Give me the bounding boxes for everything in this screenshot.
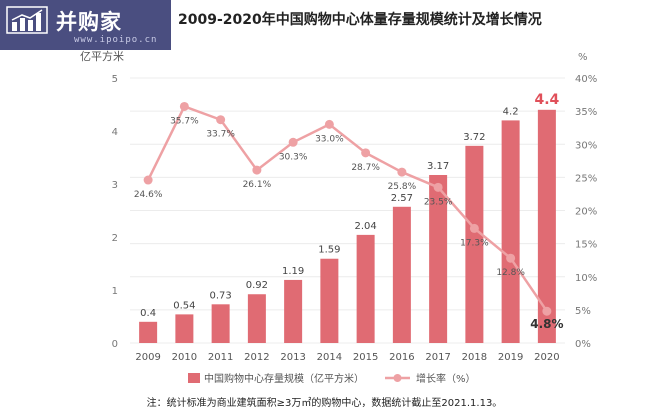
growth-rate-line bbox=[147, 104, 548, 312]
y2-axis-tick-label: 40% bbox=[575, 74, 597, 85]
bar bbox=[537, 109, 556, 343]
growth-rate-point bbox=[288, 137, 298, 147]
line-data-label: 24.6% bbox=[134, 190, 163, 200]
x-axis-tick-label: 2011 bbox=[208, 352, 233, 363]
bar bbox=[211, 304, 230, 343]
growth-rate-point bbox=[324, 119, 334, 129]
y2-axis-tick-label: 20% bbox=[575, 207, 597, 218]
x-axis-tick-label: 2016 bbox=[389, 352, 414, 363]
bar-data-label: 3.17 bbox=[427, 161, 449, 172]
bar bbox=[465, 145, 484, 343]
growth-rate-point bbox=[542, 306, 552, 316]
growth-rate-point bbox=[469, 223, 479, 233]
y2-axis-tick-label: 10% bbox=[575, 273, 597, 284]
bar bbox=[429, 174, 448, 343]
x-axis-tick-label: 2015 bbox=[353, 352, 378, 363]
growth-rate-point bbox=[252, 165, 262, 175]
growth-rate-point bbox=[433, 182, 443, 192]
x-axis-tick-label: 2014 bbox=[317, 352, 342, 363]
growth-rate-point bbox=[506, 253, 516, 263]
bar bbox=[139, 321, 158, 343]
y-axis-tick-label: 1 bbox=[112, 286, 118, 297]
x-axis-tick-label: 2019 bbox=[498, 352, 523, 363]
y-axis-tick-label: 5 bbox=[112, 74, 118, 85]
site-logo: 并购家 www.ipoipo.cn bbox=[0, 0, 171, 50]
legend-label-line: 增长率（%） bbox=[416, 372, 476, 385]
y-axis-label: 亿平方米 bbox=[80, 49, 124, 63]
bar bbox=[284, 279, 303, 343]
line-data-label: 28.7% bbox=[351, 163, 380, 173]
y-axis-tick-label: 2 bbox=[112, 233, 118, 244]
y2-axis-tick-label: 25% bbox=[575, 173, 597, 184]
bar bbox=[320, 258, 339, 343]
growth-rate-point bbox=[179, 101, 189, 111]
x-axis-tick-label: 2013 bbox=[280, 352, 305, 363]
line-data-label: 23.5% bbox=[424, 197, 453, 207]
combo-chart: 0 1 2 3 4 5 0% 5% 10% 15% 20% 25% 30% 35% 40% 亿平方米 % 0.4 0… bbox=[80, 49, 597, 385]
bar-data-label: 0.73 bbox=[209, 290, 231, 301]
bar-data-label: 0.4 bbox=[140, 308, 156, 319]
bar-data-label: 2.04 bbox=[354, 221, 376, 232]
bar bbox=[175, 314, 194, 343]
line-data-label: 33.7% bbox=[206, 130, 235, 140]
line-data-label: 35.7% bbox=[170, 116, 199, 126]
logo-title: 并购家 bbox=[56, 10, 122, 34]
bar bbox=[501, 120, 520, 344]
line-data-label: 33.0% bbox=[315, 134, 344, 144]
x-axis-tick-label: 2009 bbox=[135, 352, 160, 363]
x-axis-tick-label: 2010 bbox=[172, 352, 197, 363]
y2-axis-tick-label: 15% bbox=[575, 240, 597, 251]
y2-axis-tick-label: 35% bbox=[575, 107, 597, 118]
y2-axis-label: % bbox=[578, 52, 588, 63]
logo-url: www.ipoipo.cn bbox=[74, 35, 158, 45]
bar bbox=[392, 206, 411, 343]
line-data-label: 4.8% bbox=[530, 317, 563, 331]
y2-axis-tick-label: 0% bbox=[575, 339, 591, 350]
y-axis-tick-label: 4 bbox=[112, 127, 118, 138]
rising-bar-chart-icon bbox=[6, 6, 48, 34]
footnote: 注：统计标准为商业建筑面积≥3万㎡的购物中心，数据统计截止至2021.1.13。 bbox=[146, 398, 503, 409]
legend-swatch-bars bbox=[188, 373, 200, 383]
bar-data-label: 0.92 bbox=[246, 280, 268, 291]
x-axis-tick-label: 2020 bbox=[534, 352, 559, 363]
chart-title: 2009-2020年中国购物中心体量存量规模统计及增长情况 bbox=[178, 12, 542, 28]
line-data-label: 26.1% bbox=[243, 180, 272, 190]
legend-marker-line bbox=[393, 374, 402, 382]
bar bbox=[247, 294, 266, 343]
x-axis-tick-label: 2012 bbox=[244, 352, 269, 363]
bar-data-label: 2.57 bbox=[391, 193, 413, 204]
bar bbox=[356, 234, 375, 343]
y-axis-tick-label: 3 bbox=[112, 180, 118, 191]
bar-data-label: 4.4 bbox=[534, 92, 559, 108]
bar-data-label: 1.19 bbox=[282, 266, 304, 277]
bar-data-label: 3.72 bbox=[463, 132, 485, 143]
line-data-label: 17.3% bbox=[460, 238, 489, 248]
x-axis-tick-label: 2018 bbox=[462, 352, 487, 363]
growth-rate-point bbox=[143, 175, 153, 185]
bar-data-label: 0.54 bbox=[173, 300, 195, 311]
growth-rate-point bbox=[361, 148, 371, 158]
growth-rate-point bbox=[397, 167, 407, 177]
bar-data-label: 4.2 bbox=[503, 106, 519, 117]
line-data-label: 25.8% bbox=[388, 182, 417, 192]
bar-data-label: 1.59 bbox=[318, 245, 340, 256]
legend-label-bars: 中国购物中心存量规模（亿平方米） bbox=[204, 372, 364, 385]
y2-axis-tick-label: 5% bbox=[575, 306, 591, 317]
x-axis-tick-label: 2017 bbox=[425, 352, 450, 363]
line-data-label: 30.3% bbox=[279, 152, 308, 162]
y-axis-tick-label: 0 bbox=[112, 339, 118, 350]
line-data-label: 12.8% bbox=[496, 268, 525, 278]
y2-axis-tick-label: 30% bbox=[575, 140, 597, 151]
growth-rate-point bbox=[216, 115, 226, 125]
